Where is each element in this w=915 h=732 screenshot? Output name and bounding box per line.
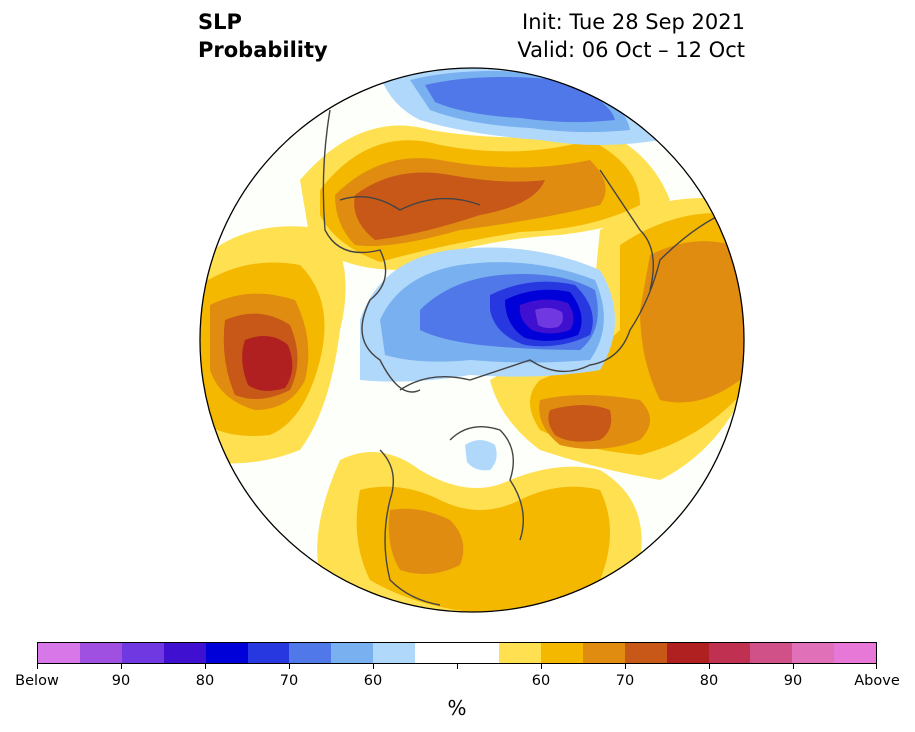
- colorbar-label: 70: [615, 673, 635, 689]
- map-boundary: [199, 67, 745, 613]
- colorbar-tick: [373, 664, 374, 669]
- colorbar: [37, 642, 877, 664]
- colorbar-segment: [792, 643, 835, 663]
- colorbar-ticks: [37, 664, 877, 670]
- colorbar-segment: [582, 643, 625, 663]
- title-right: Init: Tue 28 Sep 2021 Valid: 06 Oct – 12…: [517, 8, 745, 64]
- coastlines: [322, 109, 721, 606]
- colorbar-segment: [415, 643, 458, 663]
- colorbar-label: 60: [531, 673, 551, 689]
- colorbar-segment: [289, 643, 332, 663]
- colorbar-segment: [708, 643, 751, 663]
- colorbar-label: 80: [699, 673, 719, 689]
- colorbar-segment: [666, 643, 709, 663]
- colorbar-segment: [247, 643, 290, 663]
- colorbar-segment: [834, 643, 877, 663]
- polar-map: [199, 67, 745, 613]
- colorbar-tick: [793, 664, 794, 669]
- colorbar-segment: [624, 643, 667, 663]
- colorbar-label: 90: [783, 673, 803, 689]
- north-pacific-high: [200, 226, 346, 464]
- eastern-us-high: [317, 451, 642, 612]
- title-left: SLP Probability: [198, 8, 328, 64]
- hudson-bay-low: [465, 440, 497, 471]
- colorbar-tick: [457, 664, 458, 669]
- colorbar-segment: [498, 643, 541, 663]
- colorbar-segment: [79, 643, 122, 663]
- colorbar-label: 60: [363, 673, 383, 689]
- init-date: Init: Tue 28 Sep 2021: [522, 10, 745, 34]
- colorbar-segment: [163, 643, 206, 663]
- colorbar-label: Below: [15, 673, 59, 689]
- title-product: Probability: [198, 38, 328, 62]
- colorbar-tick: [709, 664, 710, 669]
- colorbar-segment: [540, 643, 583, 663]
- title-variable: SLP: [198, 10, 242, 34]
- colorbar-label: 80: [195, 673, 215, 689]
- colorbar-segment: [373, 643, 416, 663]
- colorbar-segment: [121, 643, 164, 663]
- colorbar-tick: [541, 664, 542, 669]
- colorbar-tick: [876, 664, 877, 669]
- valid-range: Valid: 06 Oct – 12 Oct: [517, 38, 745, 62]
- colorbar-segment: [457, 643, 499, 663]
- colorbar-tick: [121, 664, 122, 669]
- colorbar-label: Above: [854, 673, 900, 689]
- probability-field: [200, 68, 744, 612]
- colorbar-tick: [205, 664, 206, 669]
- colorbar-tick: [625, 664, 626, 669]
- colorbar-segment: [331, 643, 374, 663]
- colorbar-tick: [37, 664, 38, 669]
- colorbar-segment: [750, 643, 793, 663]
- europe-atlantic-high: [490, 198, 744, 480]
- colorbar-segment: [205, 643, 248, 663]
- colorbar-segment: [38, 643, 80, 663]
- arctic-low: [360, 247, 615, 382]
- colorbar-label: 90: [111, 673, 131, 689]
- colorbar-unit: %: [447, 696, 467, 720]
- colorbar-label: 70: [279, 673, 299, 689]
- colorbar-tick: [289, 664, 290, 669]
